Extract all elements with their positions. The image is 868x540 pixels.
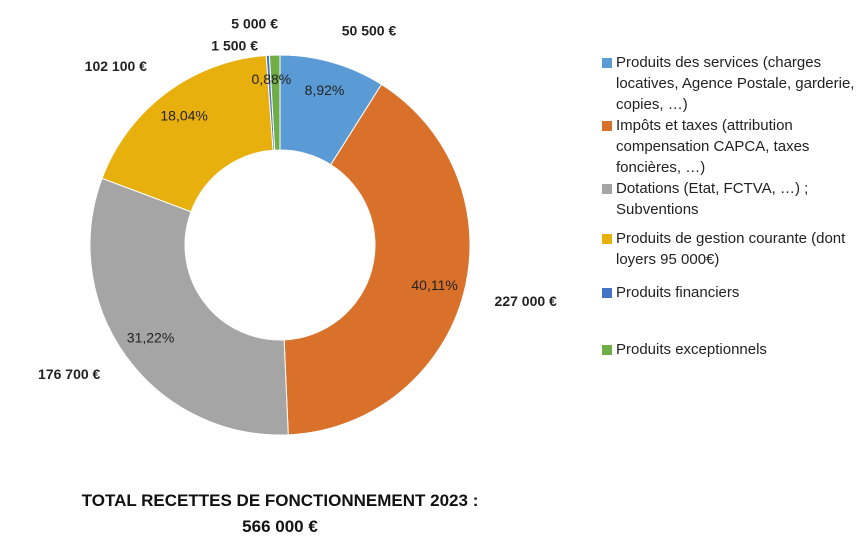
donut-slice: [89, 177, 289, 436]
legend-swatch: [602, 234, 612, 244]
total-title: TOTAL RECETTES DE FONCTIONNEMENT 2023 :: [81, 491, 479, 510]
percent-label: 8,92%: [305, 82, 345, 98]
value-label: 176 700 €: [38, 366, 100, 382]
legend-item: Produits des services (charges locatives…: [600, 52, 862, 115]
legend-label: Dotations (Etat, FCTVA, …) ; Subventions: [616, 180, 809, 218]
percent-label: 0,88%: [252, 71, 292, 87]
legend-item: Produits financiers: [600, 282, 862, 303]
legend-swatch: [602, 345, 612, 355]
legend-item: Produits exceptionnels: [600, 339, 862, 360]
legend-label: Produits des services (charges locatives…: [616, 54, 855, 113]
total-value: 566 000 €: [242, 517, 318, 536]
legend-swatch: [602, 121, 612, 131]
legend-item: Impôts et taxes (attribution compensatio…: [600, 115, 862, 178]
footer: TOTAL RECETTES DE FONCTIONNEMENT 2023 : …: [0, 488, 560, 540]
legend-item: Produits de gestion courante (dont loyer…: [600, 228, 862, 270]
legend-item: Dotations (Etat, FCTVA, …) ; Subventions: [600, 178, 862, 220]
percent-label: 31,22%: [127, 330, 174, 346]
percent-label: 18,04%: [160, 108, 207, 124]
donut-slice: [101, 54, 274, 213]
legend-label: Produits financiers: [616, 284, 740, 301]
legend-swatch: [602, 288, 612, 298]
legend-swatch: [602, 184, 612, 194]
legend-label: Produits de gestion courante (dont loyer…: [616, 230, 846, 268]
value-label: 102 100 €: [85, 58, 147, 74]
value-label: 227 000 €: [495, 293, 557, 309]
donut-slice: [283, 83, 471, 436]
value-label: 1 500 €: [211, 38, 258, 54]
legend-label: Impôts et taxes (attribution compensatio…: [616, 117, 810, 176]
value-label: 5 000 €: [231, 16, 278, 32]
value-label: 50 500 €: [342, 22, 397, 38]
legend-swatch: [602, 58, 612, 68]
legend-label: Produits exceptionnels: [616, 341, 767, 358]
legend: Produits des services (charges locatives…: [600, 52, 862, 360]
percent-label: 40,11%: [411, 277, 457, 293]
donut-slice: [268, 54, 281, 151]
